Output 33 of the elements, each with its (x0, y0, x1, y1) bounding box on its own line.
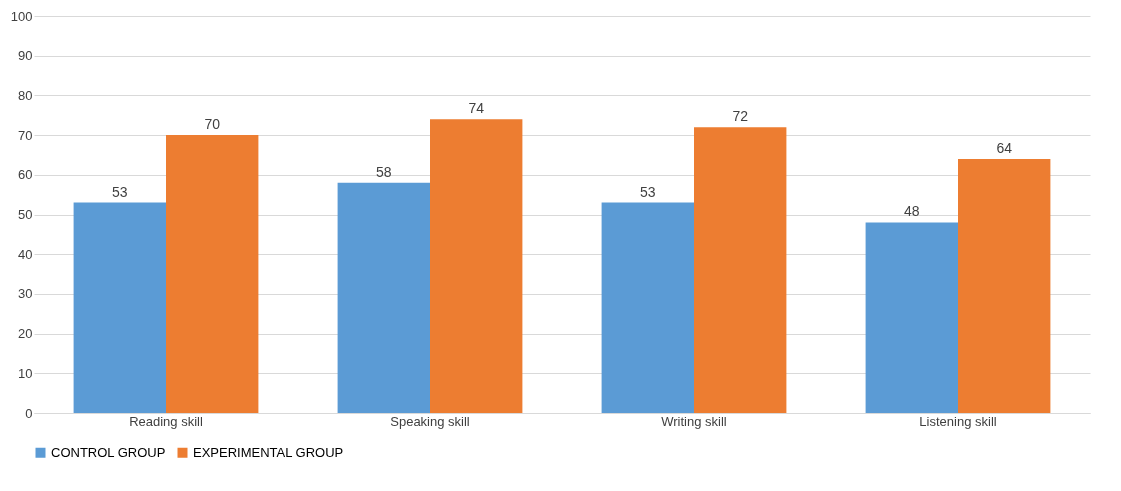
data-label: 64 (996, 139, 1013, 156)
legend-label: EXPERIMENTAL GROUP (193, 444, 344, 460)
bar (73, 202, 166, 413)
data-label: 72 (732, 108, 749, 125)
y-tick-label: 20 (18, 326, 33, 342)
bar (958, 158, 1051, 413)
data-label: 74 (468, 100, 485, 117)
bar (865, 222, 958, 413)
y-tick-label: 80 (18, 87, 33, 103)
y-tick-label: 30 (18, 286, 33, 302)
y-tick-label: 100 (10, 8, 33, 24)
y-tick-label: 10 (18, 365, 33, 381)
x-tick-label: Reading skill (129, 413, 203, 429)
data-label: 53 (640, 183, 656, 200)
bar (601, 202, 694, 413)
bar (430, 119, 523, 413)
bar (166, 135, 259, 413)
x-tick-label: Listening skill (919, 413, 997, 429)
data-label: 53 (112, 183, 128, 200)
y-tick-label: 90 (18, 48, 33, 64)
x-tick-label: Writing skill (661, 413, 727, 429)
data-label: 58 (376, 163, 392, 180)
data-label: 48 (904, 203, 920, 220)
y-tick-label: 40 (18, 246, 33, 262)
x-tick-label: Speaking skill (390, 413, 470, 429)
y-tick-label: 50 (18, 207, 33, 222)
bar (337, 182, 430, 413)
legend-label: CONTROL GROUP (51, 444, 166, 460)
bar (694, 127, 787, 413)
y-tick-label: 60 (18, 167, 33, 183)
y-tick-label: 70 (18, 127, 33, 143)
y-tick-label: 0 (25, 405, 33, 421)
data-label: 70 (204, 116, 221, 133)
